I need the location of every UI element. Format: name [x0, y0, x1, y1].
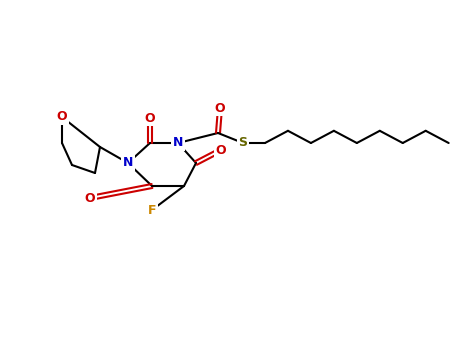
Text: N: N — [173, 136, 183, 149]
Text: F: F — [148, 203, 156, 217]
Text: O: O — [85, 191, 95, 204]
Text: O: O — [145, 112, 155, 125]
Text: N: N — [123, 156, 133, 169]
Text: O: O — [215, 102, 225, 114]
Text: S: S — [238, 136, 248, 149]
Text: O: O — [216, 144, 226, 156]
Text: O: O — [57, 111, 67, 124]
